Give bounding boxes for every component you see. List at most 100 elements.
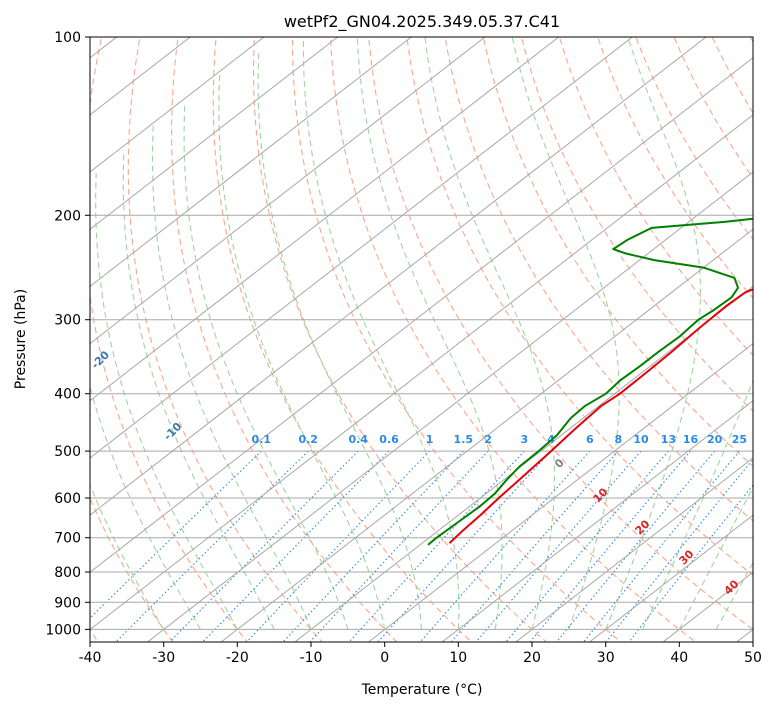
plot-frame (89, 36, 754, 643)
y-tick-label: 400 (54, 387, 81, 403)
mixing-ratio-line (529, 450, 691, 642)
x-tick-label: 20 (523, 650, 541, 666)
isobars (90, 37, 753, 630)
isotherm (367, 342, 753, 642)
isotherm (90, 37, 265, 173)
isotherm (90, 114, 753, 631)
mixing-ratio-label: 16 (683, 433, 699, 446)
x-axis-title: Temperature (°C) (361, 682, 483, 698)
mixing-ratio-line (582, 450, 740, 642)
chart-title: wetPf2_GN04.2025.349.05.37.C41 (284, 12, 560, 32)
isotherm (441, 400, 753, 642)
dry-adiabat (330, 37, 697, 642)
dry-adiabat (171, 37, 398, 642)
isotherm (146, 171, 753, 642)
y-tick-label: 700 (54, 531, 81, 547)
moist-adiabat (151, 123, 312, 630)
mixing-ratio-line (377, 450, 552, 642)
dry-adiabat (90, 37, 249, 642)
isotherm (588, 514, 753, 642)
isotherm (90, 37, 486, 345)
mixing-ratio-label: 3 (520, 433, 528, 446)
moist-adiabats (90, 37, 753, 630)
isotherm (90, 57, 753, 573)
y-tick-label: 100 (54, 30, 81, 46)
isotherm (90, 37, 339, 230)
mixing-ratio-line (605, 458, 753, 642)
dry-adiabat (368, 37, 753, 631)
isotherm (220, 228, 753, 642)
y-tick-label: 200 (54, 208, 81, 224)
mixing-ratio-label: 20 (707, 433, 723, 446)
mixing-ratio-line (90, 450, 262, 619)
moist-adiabat (90, 483, 165, 630)
mixing-ratio-line (245, 450, 430, 642)
x-tick-label: -30 (152, 650, 175, 666)
dry-adiabats (90, 37, 753, 642)
moist-adiabat (122, 149, 275, 630)
x-tick-label: 10 (449, 650, 467, 666)
dry-adiabat (597, 37, 753, 299)
x-tick-label: 0 (380, 650, 389, 666)
moist-adiabat (424, 37, 556, 630)
mixing-ratio-line (505, 450, 669, 642)
y-tick-label: 1000 (45, 622, 81, 638)
dry-adiabat (127, 37, 323, 642)
isotherm (90, 37, 707, 516)
isotherms (90, 37, 753, 642)
x-tick-label: -20 (226, 650, 249, 666)
mixing-ratio-label: 2 (484, 433, 492, 446)
mixing-ratio-line (115, 450, 309, 642)
x-tick-label: 30 (597, 650, 615, 666)
isotherm (90, 37, 413, 288)
moist-adiabat (218, 72, 386, 630)
dry-adiabat (559, 37, 753, 356)
mixing-ratio-label: 0.4 (348, 433, 368, 446)
y-tick-label: 800 (54, 565, 81, 581)
mixing-ratio-label: 0.2 (298, 433, 318, 446)
profile-series (427, 217, 753, 546)
mixing-ratio-line (628, 484, 753, 642)
mixing-ratio-label: 0.1 (252, 433, 272, 446)
dry-adiabat (520, 37, 753, 412)
moist-adiabat (90, 384, 201, 630)
mixing-ratio-label: 10 (633, 433, 649, 446)
isotherm (90, 37, 634, 459)
y-tick-label: 600 (54, 491, 81, 507)
x-tick-label: -10 (300, 650, 323, 666)
x-axis: -40 -30 -20 -10 0 10 20 30 40 50 (79, 642, 762, 666)
mixing-ratio-label: 25 (732, 433, 747, 446)
y-tick-label: 500 (54, 444, 81, 460)
moist-adiabat (302, 37, 460, 630)
mixing-ratio-label: 13 (661, 433, 676, 446)
isotherm (515, 457, 753, 642)
mixing-ratio-label: 0.6 (379, 433, 399, 446)
dry-adiabat (444, 37, 753, 522)
dewpoint-line (427, 217, 753, 546)
x-tick-label: 50 (744, 650, 762, 666)
isotherm (90, 37, 560, 402)
y-axis-title: Pressure (hPa) (13, 289, 29, 389)
x-tick-label: -40 (79, 650, 102, 666)
moist-adiabat (356, 37, 503, 630)
moist-adiabat (95, 173, 238, 630)
y-tick-label: 900 (54, 595, 81, 611)
line-labels: 0.10.20.40.611.52346810131620253036-100-… (90, 348, 753, 597)
y-tick-label: 300 (54, 313, 81, 329)
mixing-ratio-label: 6 (586, 433, 594, 446)
mixing-ratio-line (555, 450, 716, 642)
dry-adiabat (406, 37, 753, 576)
mixing-ratio-line (475, 450, 642, 642)
dry-adiabat (482, 37, 753, 467)
temperature-line (448, 288, 753, 544)
moist-adiabat (511, 37, 620, 630)
mixing-ratio-label: 8 (614, 433, 622, 446)
mixing-ratio-label: 1.5 (454, 433, 474, 446)
moist-adiabat (605, 37, 701, 630)
plot-area: 0.10.20.40.611.52346810131620253036-100-… (90, 37, 753, 642)
mixing-ratio-line (282, 450, 464, 642)
dry-adiabat (90, 497, 174, 642)
dry-adiabat (291, 37, 622, 642)
